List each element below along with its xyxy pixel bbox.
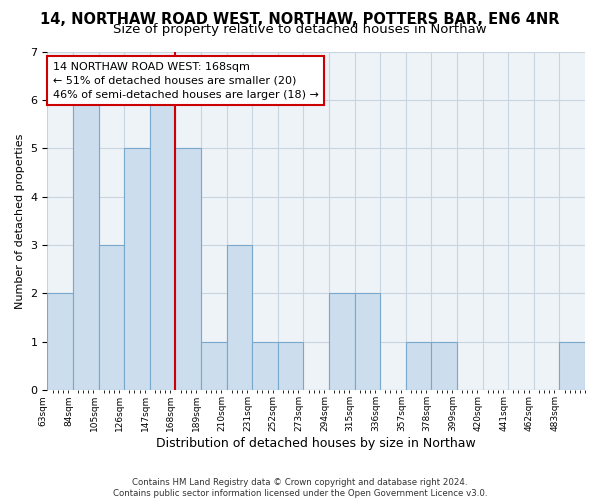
Bar — [559, 342, 585, 390]
Text: Size of property relative to detached houses in Northaw: Size of property relative to detached ho… — [113, 22, 487, 36]
Bar — [431, 342, 457, 390]
X-axis label: Distribution of detached houses by size in Northaw: Distribution of detached houses by size … — [157, 437, 476, 450]
Bar — [355, 294, 380, 390]
Bar — [150, 100, 175, 390]
Bar — [278, 342, 304, 390]
Text: Contains HM Land Registry data © Crown copyright and database right 2024.
Contai: Contains HM Land Registry data © Crown c… — [113, 478, 487, 498]
Y-axis label: Number of detached properties: Number of detached properties — [15, 133, 25, 308]
Bar — [406, 342, 431, 390]
Bar — [47, 294, 73, 390]
Bar — [124, 148, 150, 390]
Bar — [98, 245, 124, 390]
Text: 14, NORTHAW ROAD WEST, NORTHAW, POTTERS BAR, EN6 4NR: 14, NORTHAW ROAD WEST, NORTHAW, POTTERS … — [40, 12, 560, 28]
Bar — [73, 100, 98, 390]
Bar — [252, 342, 278, 390]
Text: 14 NORTHAW ROAD WEST: 168sqm
← 51% of detached houses are smaller (20)
46% of se: 14 NORTHAW ROAD WEST: 168sqm ← 51% of de… — [53, 62, 319, 100]
Bar — [201, 342, 227, 390]
Bar — [227, 245, 252, 390]
Bar — [329, 294, 355, 390]
Bar — [175, 148, 201, 390]
